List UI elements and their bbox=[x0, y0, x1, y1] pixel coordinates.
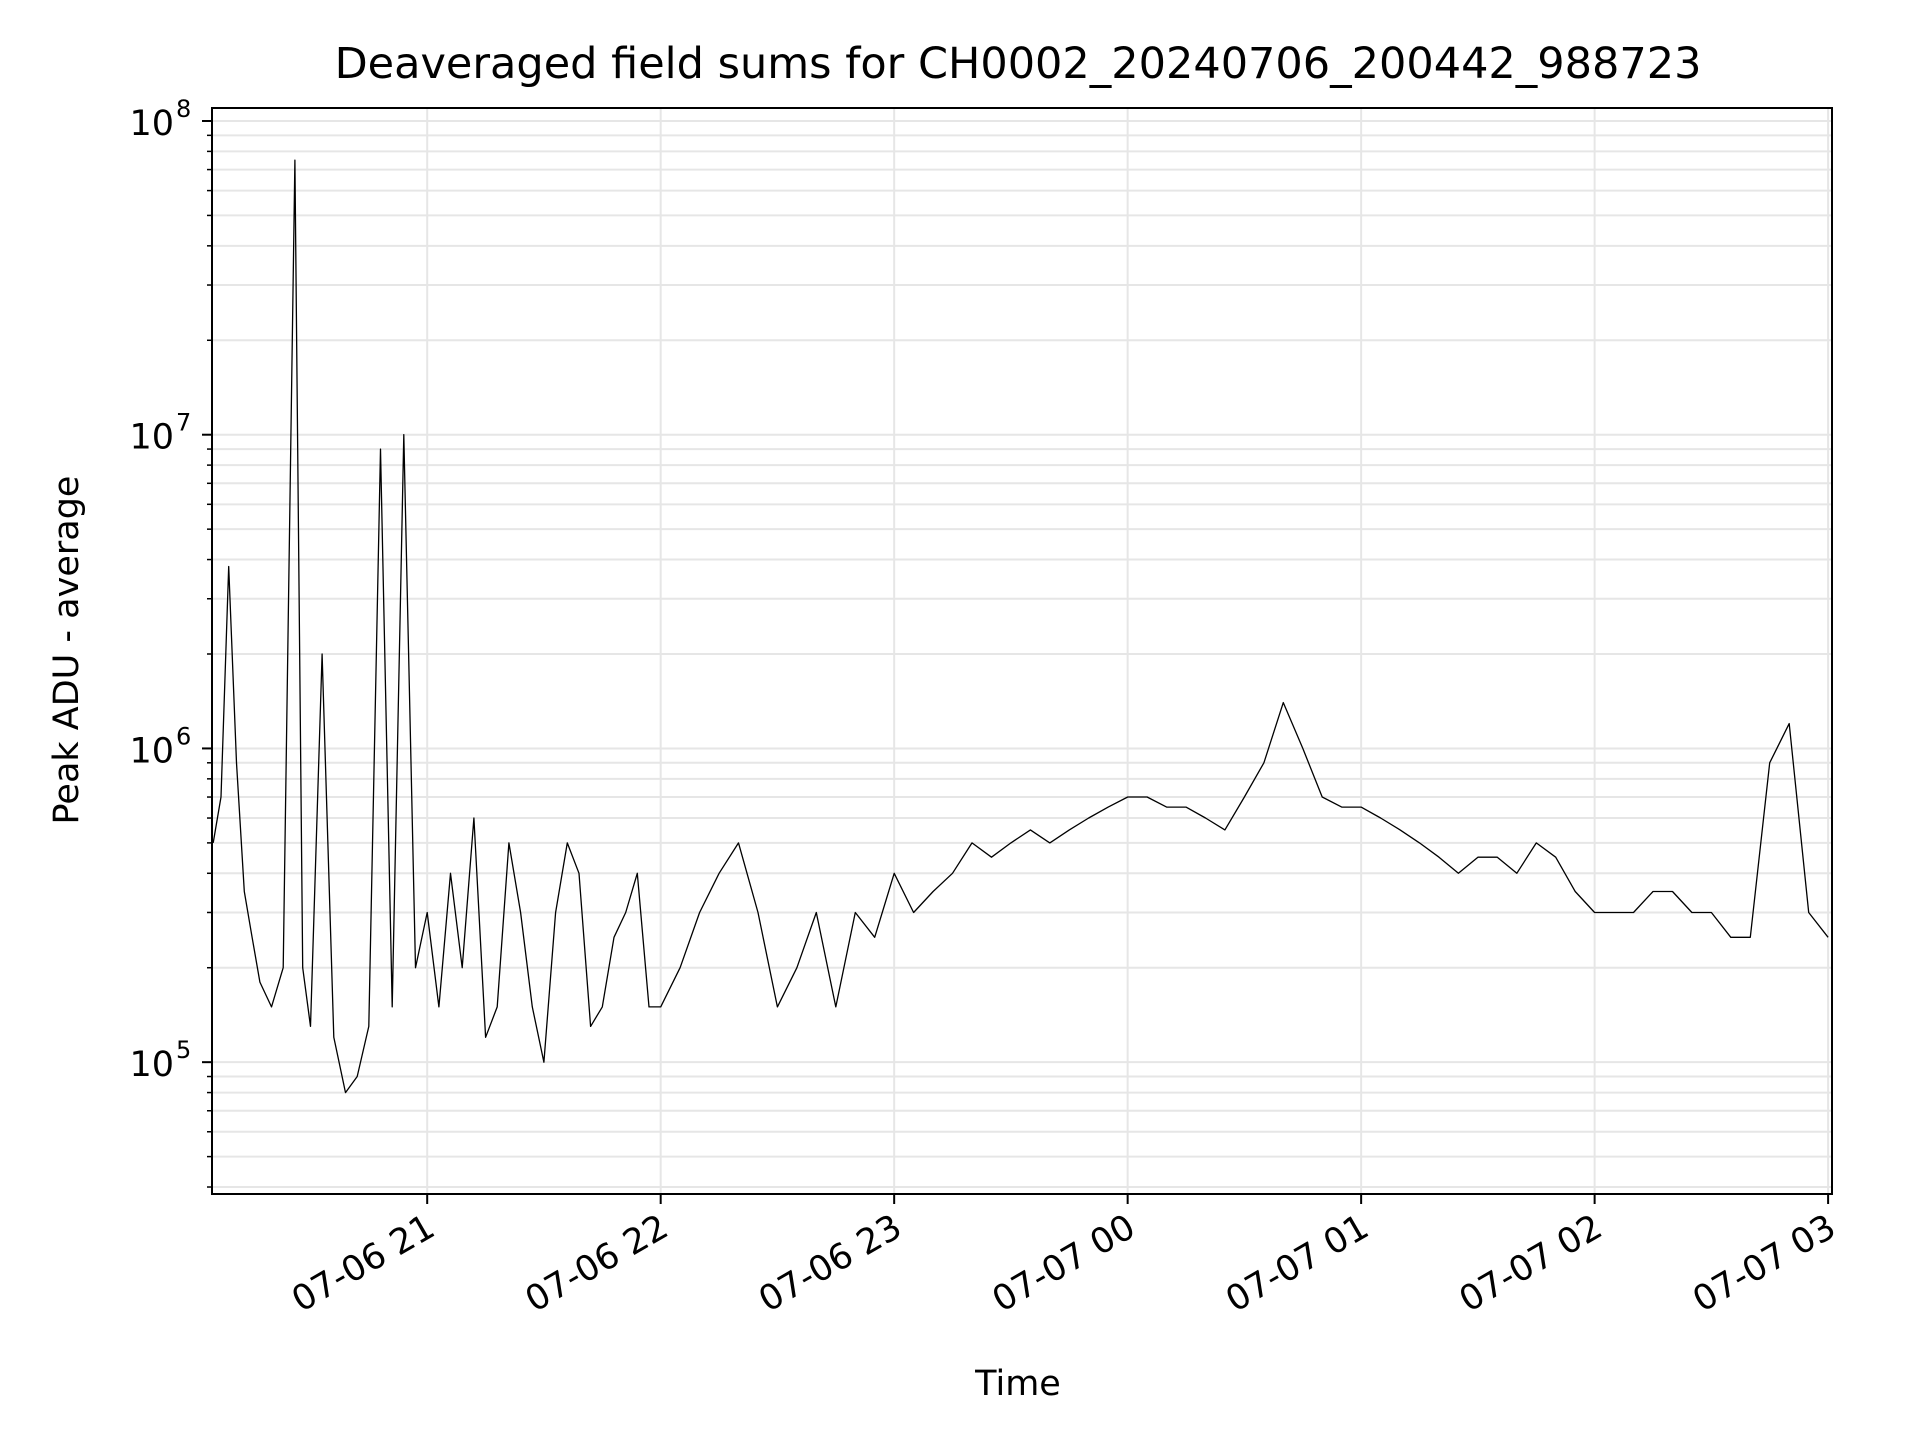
series-line bbox=[212, 159, 1829, 1094]
y-tick-exponent: 7 bbox=[176, 409, 191, 437]
y-tick-label: 10 bbox=[129, 418, 174, 458]
series-group bbox=[212, 159, 1829, 1094]
chart-title: Deaveraged field sums for CH0002_2024070… bbox=[335, 39, 1702, 89]
y-tick-label: 10 bbox=[129, 104, 174, 144]
plot-frame bbox=[211, 107, 1833, 1195]
y-axis-label: Peak ADU - average bbox=[47, 476, 87, 825]
y-tick-exponent: 6 bbox=[176, 722, 191, 750]
y-tick-exponent: 5 bbox=[176, 1036, 191, 1064]
grid bbox=[212, 108, 1832, 1194]
y-tick-exponent: 8 bbox=[176, 95, 191, 123]
y-tick-label: 10 bbox=[129, 1045, 174, 1085]
y-tick-label: 10 bbox=[129, 731, 174, 771]
x-axis-label: Time bbox=[974, 1364, 1061, 1404]
